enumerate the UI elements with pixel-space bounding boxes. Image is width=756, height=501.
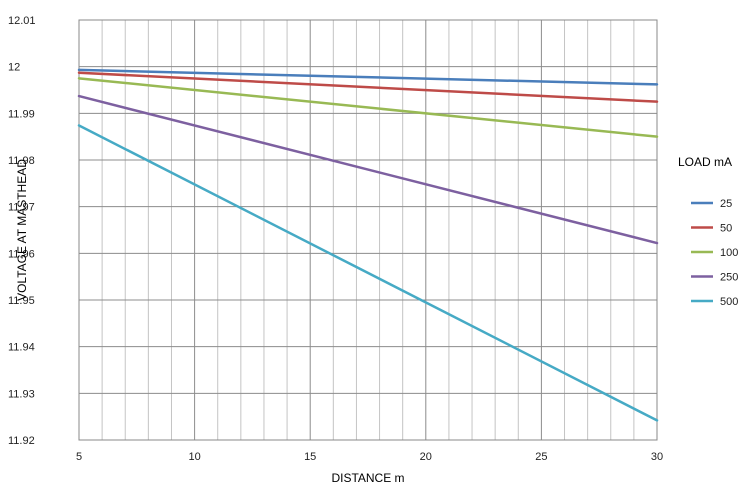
y-tick-label: 12.01 [8,15,36,27]
series-line-100 [77,77,659,138]
legend-title: LOAD mA [678,155,732,169]
x-tick-label: 20 [420,451,432,463]
y-tick-label: 11.93 [8,388,35,400]
series-line-250 [77,94,659,245]
x-axis-ticks: 5 10 15 20 25 30 [76,451,663,463]
y-tick-label: 11.97 [8,202,35,214]
plot-area [78,19,658,441]
y-axis-title: VOLTAGE AT MASTHEAD [15,159,29,301]
x-tick-label: 30 [651,451,663,463]
legend-label-500: 500 [720,296,738,308]
series-line-500 [77,124,659,422]
y-tick-label: 11.98 [8,155,35,167]
x-tick-label: 5 [76,451,82,463]
legend-label-25: 25 [720,198,732,210]
y-tick-label: 12 [8,62,20,74]
y-tick-label: 11.99 [8,108,35,120]
y-tick-label: 11.92 [8,435,35,447]
x-tick-label: 15 [304,451,316,463]
series-line-25 [77,68,659,86]
series-lines [77,68,659,422]
y-tick-label: 11.96 [8,248,35,260]
y-tick-label: 11.95 [8,295,35,307]
y-axis-ticks: 11.92 11.93 11.94 11.95 11.96 11.97 11.98 11.99… [8,15,36,447]
legend-label-100: 100 [720,247,738,259]
x-axis-title: DISTANCE m [331,471,404,485]
legend-label-250: 250 [720,272,738,284]
legend: LOAD mA 25 50 100 250 500 [678,155,738,308]
y-tick-label: 11.94 [8,342,35,354]
series-line-50 [77,71,659,103]
legend-label-50: 50 [720,223,732,235]
x-tick-label: 25 [535,451,547,463]
x-tick-label: 10 [188,451,200,463]
